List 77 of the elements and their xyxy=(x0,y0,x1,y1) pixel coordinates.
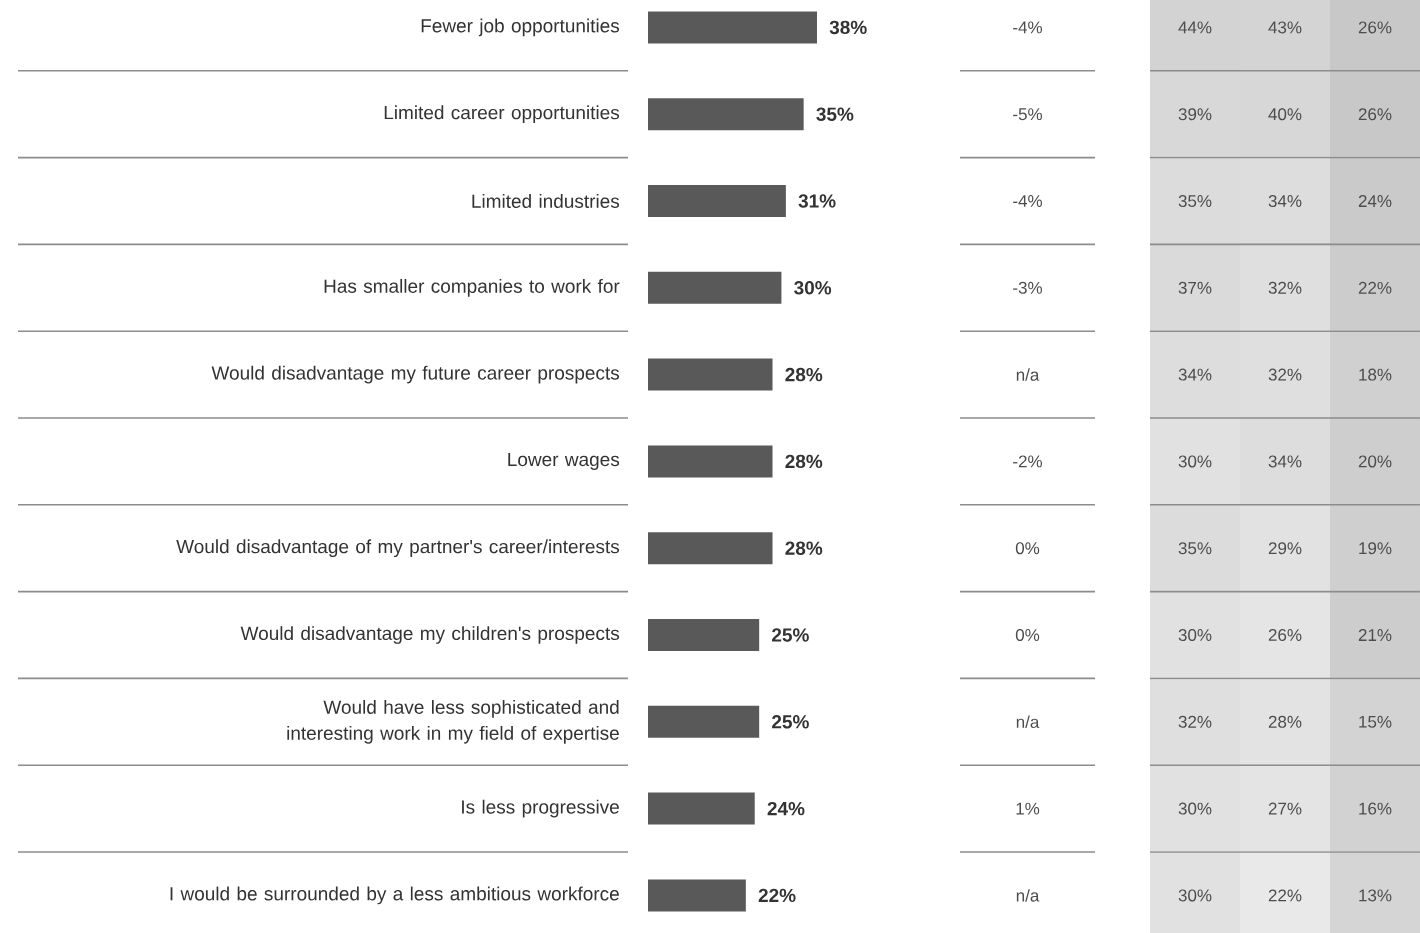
bar xyxy=(648,98,804,131)
data-label: 30% xyxy=(1178,628,1212,642)
bar xyxy=(648,879,746,912)
data-label: 32% xyxy=(1268,281,1302,294)
text: -4% xyxy=(1013,21,1043,34)
y-tick-label: Would disadvantage of my partner's career/interests xyxy=(176,539,620,558)
data-label: 24% xyxy=(767,801,805,816)
y-tick-label: Would disadvantage my children's prospects xyxy=(240,626,620,644)
data-label: 34% xyxy=(1178,368,1212,381)
data-label: 29% xyxy=(1268,542,1302,555)
y-tick-label: Would have less sophisticated and interesting work in my field of expertise xyxy=(287,699,619,744)
data-label: 32% xyxy=(1178,715,1212,728)
data-label: 44% xyxy=(1178,21,1212,34)
data-label: 22% xyxy=(1358,281,1392,294)
data-label: 28% xyxy=(785,454,823,469)
bar xyxy=(648,705,760,738)
y-tick-label: Limited career opportunities xyxy=(384,105,620,124)
bar xyxy=(648,271,782,304)
data-label: 25% xyxy=(772,628,809,642)
data-label: 34% xyxy=(1268,194,1302,208)
bar xyxy=(648,11,817,44)
text: -5% xyxy=(1013,108,1043,121)
data-label: 20% xyxy=(1358,455,1392,468)
y-tick-label: I would be surrounded by a less ambitious workforce xyxy=(170,886,619,905)
data-label: 27% xyxy=(1268,802,1302,815)
data-label: 30% xyxy=(1178,802,1212,815)
data-label: 25% xyxy=(772,715,809,729)
bar xyxy=(648,445,773,478)
y-tick-label: Fewer job opportunities xyxy=(421,18,620,37)
bar xyxy=(648,792,755,825)
y-tick-label: Would disadvantage my future career prospects xyxy=(211,365,620,384)
data-label: 28% xyxy=(1268,715,1302,728)
text: 0% xyxy=(1015,628,1040,642)
data-label: 21% xyxy=(1358,629,1392,641)
data-label: 38% xyxy=(829,20,867,35)
data-label: 40% xyxy=(1268,108,1302,121)
data-label: 30% xyxy=(1178,889,1212,902)
text: -2% xyxy=(1013,455,1043,468)
data-label: 35% xyxy=(1178,194,1212,208)
text: n/a xyxy=(1016,715,1040,729)
text: n/a xyxy=(1016,889,1040,902)
text: 0% xyxy=(1015,542,1040,555)
data-label: 31% xyxy=(798,194,836,208)
data-label: 26% xyxy=(1358,21,1392,34)
text: -4% xyxy=(1013,195,1043,207)
data-label: 24% xyxy=(1358,195,1392,207)
text: -3% xyxy=(1013,281,1043,294)
data-label: 39% xyxy=(1178,108,1212,121)
data-label: 35% xyxy=(1178,542,1212,555)
data-label: 28% xyxy=(785,541,823,555)
data-label: 16% xyxy=(1359,802,1392,815)
y-tick-label: Is less progressive xyxy=(462,799,619,818)
data-label: 28% xyxy=(785,367,823,382)
data-label: 43% xyxy=(1268,21,1302,34)
data-label: 15% xyxy=(1359,715,1392,728)
bar xyxy=(648,185,786,217)
data-label: 26% xyxy=(1268,628,1302,642)
data-label: 26% xyxy=(1358,108,1392,121)
text: n/a xyxy=(1016,368,1040,381)
text: 1% xyxy=(1016,802,1040,815)
data-label: 30% xyxy=(794,281,832,295)
bar xyxy=(648,532,773,565)
y-tick-label: Has smaller companies to work for xyxy=(324,278,620,297)
data-label: 22% xyxy=(1268,889,1302,902)
data-label: 19% xyxy=(1359,542,1392,555)
data-label: 35% xyxy=(816,107,854,121)
data-label: 13% xyxy=(1359,889,1392,902)
bar xyxy=(648,619,760,651)
data-label: 22% xyxy=(758,888,796,903)
y-tick-label: Lower wages xyxy=(508,452,620,470)
data-label: 30% xyxy=(1178,455,1212,468)
bar xyxy=(648,358,773,391)
data-label: 18% xyxy=(1359,368,1392,381)
data-label: 34% xyxy=(1268,455,1302,468)
data-label: 32% xyxy=(1268,368,1302,381)
y-tick-label: Limited industries xyxy=(472,194,620,208)
data-label: 37% xyxy=(1178,281,1212,294)
